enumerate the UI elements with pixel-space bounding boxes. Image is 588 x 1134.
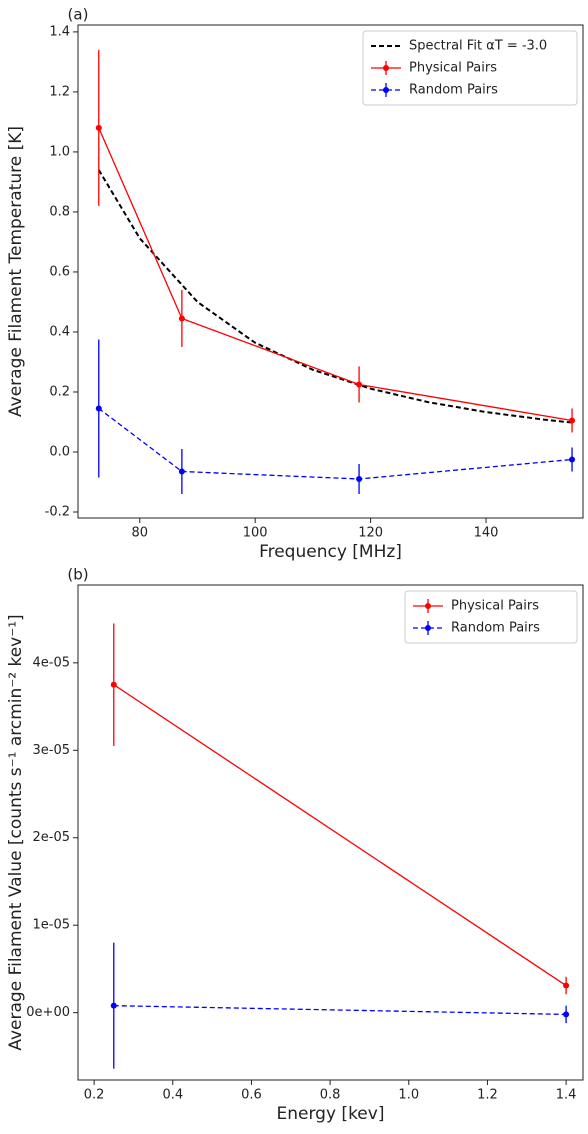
x-tick-label: 140 bbox=[474, 526, 499, 541]
y-tick-label: 1.0 bbox=[49, 144, 70, 159]
legend-box bbox=[404, 590, 578, 644]
data-point bbox=[356, 381, 363, 388]
x-axis-label: Frequency [MHz] bbox=[259, 542, 402, 562]
x-tick-label: 120 bbox=[358, 526, 383, 541]
y-tick-label: 0.6 bbox=[49, 264, 70, 279]
x-tick-label: 1.2 bbox=[477, 1088, 498, 1103]
y-tick-label: 0e+00 bbox=[26, 1005, 70, 1020]
legend-label: Random Pairs bbox=[451, 621, 540, 636]
x-tick-label: 1.4 bbox=[556, 1088, 577, 1103]
legend-label: Random Pairs bbox=[409, 83, 498, 98]
series-line bbox=[98, 127, 573, 422]
legend-swatch bbox=[383, 65, 389, 71]
legend-label: Spectral Fit αT = -3.0 bbox=[409, 39, 547, 54]
y-tick-label: -0.2 bbox=[45, 504, 70, 519]
data-point bbox=[95, 124, 102, 131]
series-line bbox=[113, 684, 567, 987]
legend-swatch bbox=[425, 625, 431, 631]
x-tick-label: 0.8 bbox=[320, 1088, 341, 1103]
data-point bbox=[356, 475, 363, 482]
data-point bbox=[569, 456, 576, 463]
y-tick-label: 0.0 bbox=[49, 444, 70, 459]
data-point bbox=[178, 468, 185, 475]
series-line bbox=[113, 1005, 567, 1016]
y-tick-label: 0.2 bbox=[49, 384, 70, 399]
x-tick-label: 80 bbox=[131, 526, 148, 541]
data-point bbox=[95, 405, 102, 412]
y-tick-label: 2e-05 bbox=[32, 830, 70, 845]
y-tick-label: 1e-05 bbox=[32, 918, 70, 933]
data-point bbox=[563, 1011, 570, 1018]
y-axis-label: Average Filament Value [counts s⁻¹ arcmi… bbox=[6, 614, 26, 1050]
x-tick-label: 0.6 bbox=[241, 1088, 262, 1103]
x-axis-label: Energy [kev] bbox=[277, 1104, 385, 1124]
data-point bbox=[178, 315, 185, 322]
legend-label: Physical Pairs bbox=[409, 61, 497, 76]
data-point bbox=[110, 1002, 117, 1009]
x-tick-label: 100 bbox=[243, 526, 268, 541]
legend-box bbox=[362, 30, 578, 106]
legend-swatch bbox=[383, 87, 389, 93]
y-tick-label: 1.4 bbox=[49, 24, 70, 39]
data-point bbox=[110, 681, 117, 688]
panel-label: (b) bbox=[67, 566, 88, 584]
x-tick-label: 0.2 bbox=[84, 1088, 105, 1103]
data-point bbox=[563, 982, 570, 989]
plot-frame bbox=[77, 584, 584, 1081]
series-line bbox=[98, 407, 573, 480]
y-tick-label: 3e-05 bbox=[32, 743, 70, 758]
x-tick-label: 0.4 bbox=[162, 1088, 183, 1103]
legend-label: Physical Pairs bbox=[451, 599, 539, 614]
y-tick-label: 4e-05 bbox=[32, 655, 70, 670]
series-line bbox=[97, 169, 573, 424]
x-tick-label: 1.0 bbox=[398, 1088, 419, 1103]
y-tick-label: 0.4 bbox=[49, 324, 70, 339]
y-axis-label: Average Filament Temperature [K] bbox=[6, 126, 26, 417]
data-point bbox=[569, 417, 576, 424]
panel-label: (a) bbox=[68, 6, 89, 24]
y-tick-label: 0.8 bbox=[49, 204, 70, 219]
y-tick-label: 1.2 bbox=[49, 84, 70, 99]
legend-swatch bbox=[425, 603, 431, 609]
